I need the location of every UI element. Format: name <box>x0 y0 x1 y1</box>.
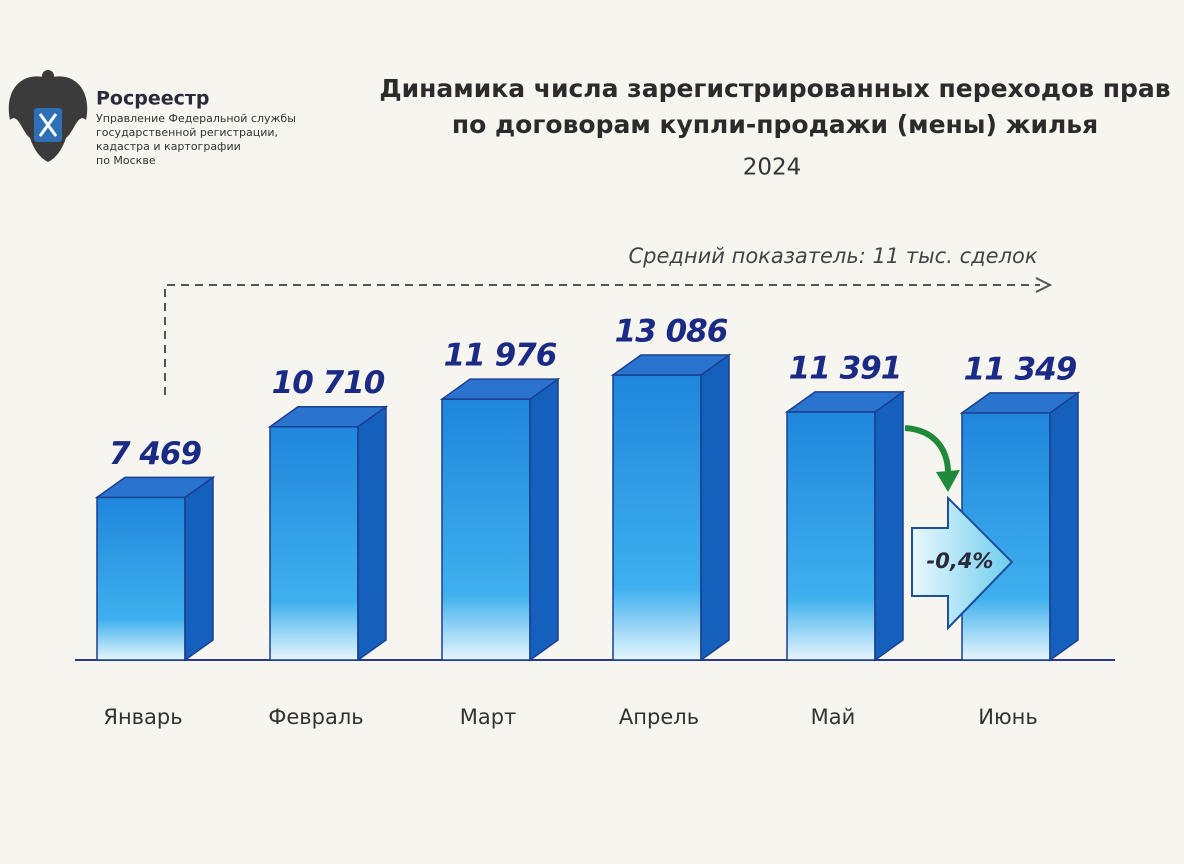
value-label: 7 469 <box>109 436 202 472</box>
logo-name: Росреестр <box>96 88 210 110</box>
x-tick-label: Январь <box>103 705 182 729</box>
bar-top <box>959 392 1081 414</box>
chart-subtitle: 2024 <box>743 155 802 181</box>
average-annotation: Средний показатель: 11 тыс. сделок <box>628 244 1037 268</box>
change-arrow <box>911 495 1014 631</box>
logo-org: по Москве <box>96 154 156 167</box>
bar <box>441 398 531 661</box>
bar <box>96 496 186 661</box>
bar <box>269 425 359 661</box>
bar-top <box>94 476 216 499</box>
x-tick-label: Апрель <box>619 705 699 729</box>
change-annotation: -0,4% <box>927 549 994 573</box>
logo-org: Управление Федеральной службы <box>96 112 296 125</box>
logo-org: кадастра и картографии <box>96 140 241 153</box>
x-tick-label: Июнь <box>978 705 1038 729</box>
value-label: 11 349 <box>964 351 1077 387</box>
bar-side <box>357 405 387 662</box>
bar-side <box>874 390 904 662</box>
chart-title: Динамика числа зарегистрированных перехо… <box>379 74 1170 103</box>
value-label: 11 976 <box>444 338 557 374</box>
bar-side <box>184 475 214 662</box>
chart-title: по договорам купли-продажи (мены) жилья <box>452 110 1098 139</box>
bar-side <box>529 377 559 662</box>
value-label: 13 086 <box>615 314 728 350</box>
value-label: 10 710 <box>272 365 385 401</box>
bar-top <box>610 354 732 376</box>
logo-emblem <box>8 70 88 162</box>
bar-top <box>784 391 906 413</box>
bar <box>612 374 702 661</box>
average-arrowhead <box>1035 277 1053 293</box>
x-tick-label: Февраль <box>268 705 363 729</box>
x-tick-label: Март <box>460 705 517 729</box>
bar-side <box>1049 391 1079 662</box>
x-tick-label: Май <box>811 705 856 729</box>
bar <box>786 411 876 661</box>
value-label: 11 391 <box>789 350 902 386</box>
curved-arrowhead <box>936 470 960 492</box>
logo-org: государственной регистрации, <box>96 126 278 139</box>
bar-side <box>700 353 730 662</box>
bar-top <box>439 378 561 400</box>
bar-top <box>267 405 389 428</box>
average-line <box>164 284 1040 395</box>
bars <box>94 353 1081 662</box>
